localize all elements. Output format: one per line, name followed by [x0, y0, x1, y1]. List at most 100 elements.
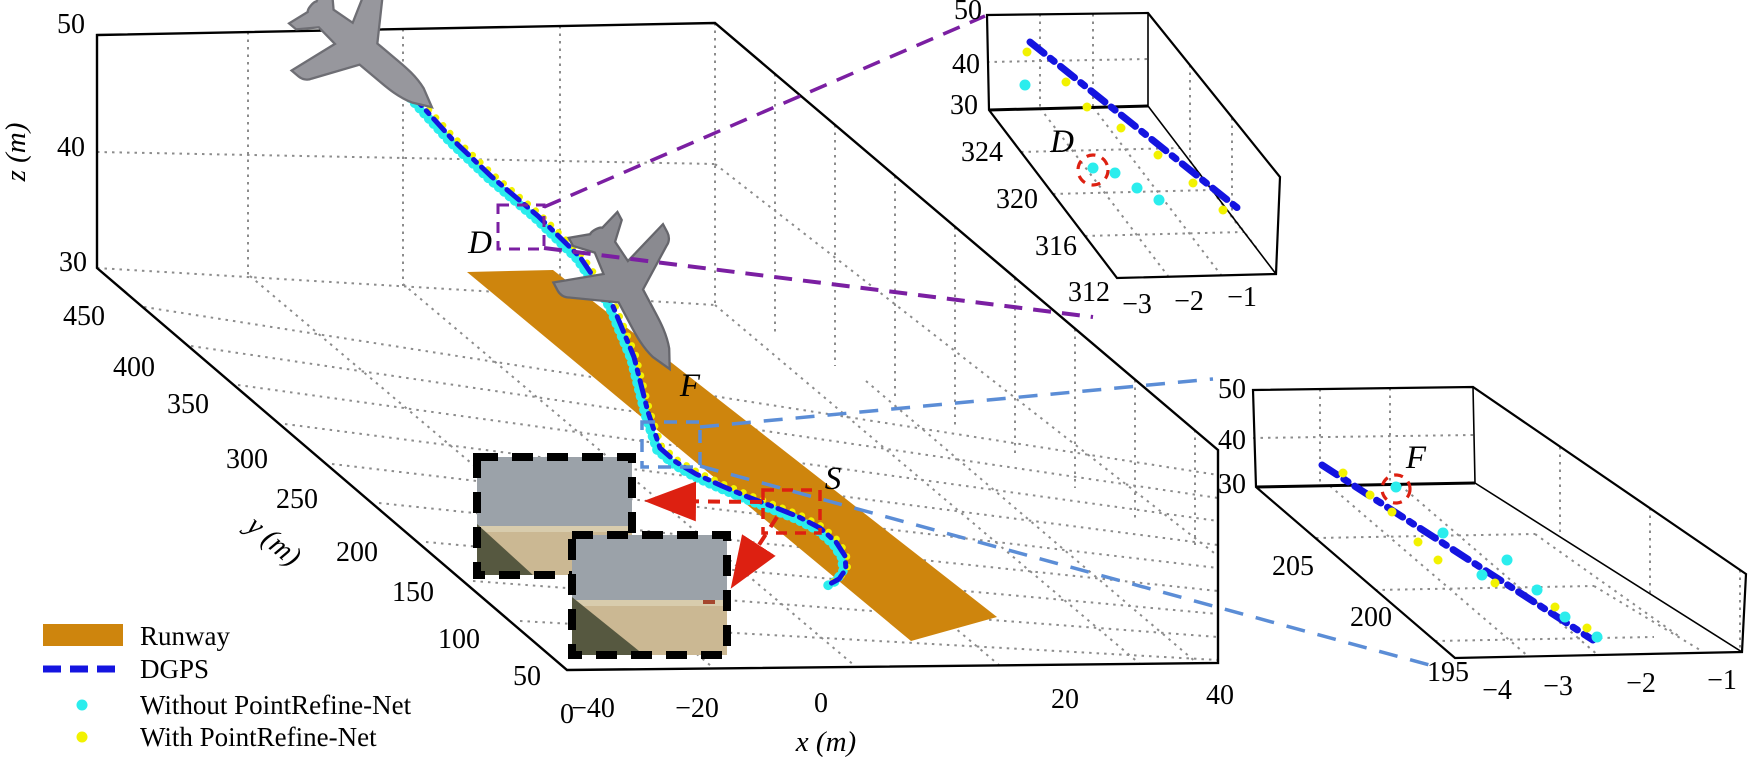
z-tick: 50: [57, 9, 85, 40]
y-tick: 200: [1350, 602, 1392, 633]
z-tick: 50: [954, 0, 982, 26]
y-tick: 300: [226, 444, 268, 475]
x-tick: −3: [1122, 289, 1152, 320]
airplane-icon-mid: [551, 209, 671, 372]
main-y-ticks: 450 400 350 300 250 200 150 100 50 0: [63, 301, 574, 730]
y-tick: 324: [961, 137, 1003, 168]
zoom-region-f-rect: [640, 420, 702, 469]
inset-d-box-outline: [985, 11, 1282, 280]
connector-purple-top: [543, 14, 986, 209]
inset-f-with-point: [1338, 468, 1348, 478]
y-tick: 0: [560, 699, 574, 730]
inset-f-with-point: [1365, 490, 1375, 500]
inset-f-with-point: [1582, 623, 1592, 633]
inset-f: F 50 40 30 205 200 195 −4 −3 −2 −1: [1218, 374, 1748, 706]
z-tick: 40: [57, 132, 85, 163]
y-tick: 320: [996, 184, 1038, 215]
x-tick: −20: [675, 693, 719, 724]
inset-f-without-point: [1437, 527, 1449, 539]
z-tick: 40: [1218, 425, 1246, 456]
arrow-to-photo-2: [730, 515, 779, 589]
inset-d-with-point: [1082, 102, 1092, 112]
legend-runway-label: Runway: [140, 621, 230, 651]
y-tick: 250: [276, 484, 318, 515]
legend-dgps-label: DGPS: [140, 654, 209, 684]
y-tick: 200: [336, 537, 378, 568]
inset-f-without-point: [1501, 554, 1513, 566]
main-z-ticks: 50 40 30: [57, 9, 87, 278]
inset-f-with-point: [1433, 555, 1443, 565]
inset-f-box-outline: [1251, 385, 1748, 660]
x-tick: 20: [1051, 684, 1079, 715]
y-tick: 50: [513, 661, 541, 692]
x-tick: −1: [1227, 282, 1257, 313]
z-tick: 30: [59, 247, 87, 278]
inset-f-with-point: [1387, 507, 1397, 517]
inset-f-without-points: [1390, 481, 1603, 643]
trajectory: [325, 23, 851, 592]
trajectory-without-points: [325, 25, 848, 592]
inset-d-with-point: [1188, 178, 1198, 188]
x-tick: −1: [1707, 665, 1737, 696]
zoom-region-d-rect: [496, 203, 546, 251]
inset-d-with-point: [1061, 77, 1071, 87]
y-tick: 312: [1068, 277, 1110, 308]
y-tick: 100: [438, 624, 480, 655]
x-tick: 40: [1206, 680, 1234, 711]
y-tick: 150: [392, 577, 434, 608]
annotation-d: D: [467, 225, 492, 261]
inset-d-with-point: [1218, 205, 1228, 215]
x-tick: −2: [1174, 286, 1204, 317]
z-tick: 50: [1218, 374, 1246, 405]
inset-d-with-point: [1116, 123, 1126, 133]
main-box-outline: [95, 21, 1220, 672]
inset-f-with-points: [1338, 468, 1592, 633]
inset-f-with-point: [1413, 537, 1423, 547]
legend-without-label: Without PointRefine-Net: [140, 690, 412, 720]
annotation-f: F: [679, 368, 701, 404]
legend-without-swatch: [76, 699, 88, 711]
inset-f-with-point: [1550, 602, 1560, 612]
inset-f-z-ticks: 50 40 30: [1218, 374, 1246, 500]
inset-d-without-point: [1087, 162, 1099, 174]
x-tick: −3: [1543, 671, 1573, 702]
legend-with-swatch: [76, 731, 88, 743]
z-axis-label: z (m): [0, 123, 32, 183]
inset-f-annotation: F: [1405, 440, 1427, 476]
inset-d-without-point: [1131, 182, 1143, 194]
x-tick: −4: [1482, 675, 1512, 706]
legend-runway-swatch: [43, 624, 123, 646]
z-tick: 30: [950, 90, 978, 121]
connector-purple-bottom: [543, 246, 1094, 319]
trajectory-dgps-line: [330, 25, 849, 588]
legend-with-label: With PointRefine-Net: [140, 722, 377, 752]
trajectory-with-points: [332, 23, 851, 586]
inset-f-y-ticks: 205 200 195: [1272, 551, 1469, 688]
inset-f-without-point: [1390, 481, 1402, 493]
arrow-to-photo-1: [644, 481, 763, 522]
x-axis-label: x (m): [795, 726, 856, 757]
x-tick: −2: [1626, 668, 1656, 699]
connector-blue-bottom: [699, 464, 1434, 668]
camera-photo-2: [568, 531, 731, 659]
annotation-s: S: [825, 461, 842, 497]
airplane-icon-top: [287, 0, 434, 109]
legend: Runway DGPS Without PointRefine-Net With…: [43, 621, 412, 752]
x-tick: −40: [571, 693, 615, 724]
inset-d-without-point: [1153, 194, 1165, 206]
inset-f-without-point: [1531, 584, 1543, 596]
inset-d-x-ticks: −3 −2 −1: [1122, 282, 1257, 320]
inset-f-with-point: [1490, 578, 1500, 588]
y-tick: 350: [167, 389, 209, 420]
inset-f-highlight-circle: [1380, 473, 1412, 505]
y-tick: 400: [113, 352, 155, 383]
inset-d: D 50 40 30 324 320 316 312 −3 −2 −1: [950, 0, 1282, 320]
y-axis-label: y (m): [238, 508, 307, 573]
inset-f-without-point: [1559, 611, 1571, 623]
z-tick: 30: [1218, 469, 1246, 500]
inset-f-x-ticks: −4 −3 −2 −1: [1482, 665, 1737, 706]
y-tick: 205: [1272, 551, 1314, 582]
inset-d-without-points: [1019, 79, 1165, 206]
inset-d-highlight-circle: [1076, 153, 1110, 187]
